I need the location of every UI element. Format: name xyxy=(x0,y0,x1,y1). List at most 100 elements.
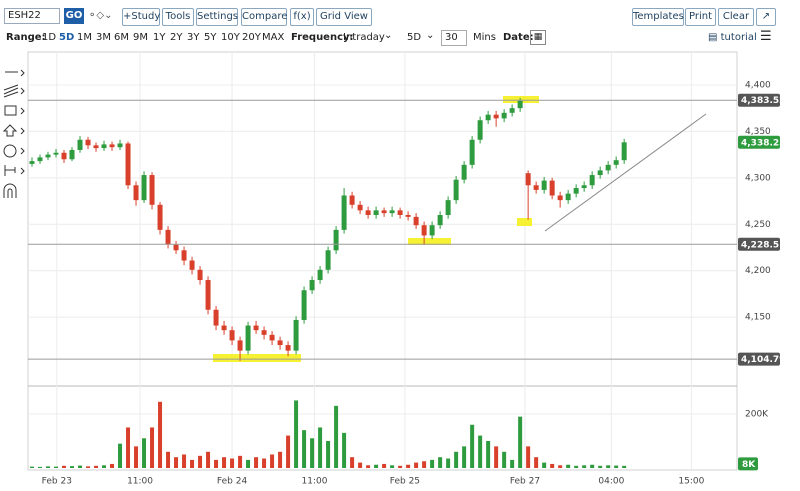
volume-bar xyxy=(158,401,163,468)
candle xyxy=(269,331,275,346)
price-level-tag xyxy=(738,237,780,251)
candle-body xyxy=(525,173,531,186)
candle xyxy=(141,171,147,203)
candle xyxy=(429,221,435,240)
candle-body xyxy=(29,161,35,164)
candle xyxy=(197,266,203,285)
candle xyxy=(29,157,35,167)
candle xyxy=(533,181,539,194)
range-option[interactable]: 1M xyxy=(77,32,92,43)
range-option[interactable]: MAX xyxy=(262,32,285,43)
interval-input[interactable]: 30 xyxy=(441,30,467,46)
toolbar-button[interactable]: Grid View xyxy=(316,8,372,26)
range-option[interactable]: 3M xyxy=(96,32,111,43)
candle xyxy=(397,207,403,219)
volume-bar xyxy=(366,465,371,468)
candle-body xyxy=(469,139,475,165)
tutorial-text[interactable]: tutorial xyxy=(720,32,757,43)
range-option[interactable]: 10Y xyxy=(221,32,240,43)
candle xyxy=(341,188,347,234)
period-select[interactable]: 5D xyxy=(407,32,422,43)
range-option[interactable]: 3Y xyxy=(187,32,200,43)
range-option[interactable]: 1Y xyxy=(153,32,166,43)
candle-body xyxy=(53,152,59,155)
candle-body xyxy=(413,216,419,226)
candle xyxy=(525,170,531,220)
volume-bar xyxy=(150,427,155,468)
range-option[interactable]: 2Y xyxy=(170,32,183,43)
volume-bar xyxy=(390,465,395,468)
candle-body xyxy=(165,229,171,245)
candle xyxy=(461,161,467,184)
candle xyxy=(597,166,603,179)
toolbar-button[interactable]: Tools xyxy=(162,8,194,26)
candle-body xyxy=(253,325,259,331)
volume-bar xyxy=(238,455,243,468)
y-tick-label: 4,250 xyxy=(745,220,771,230)
range-option[interactable]: 20Y xyxy=(242,32,261,43)
y-tick-label: 4,400 xyxy=(745,80,771,90)
volume-bar xyxy=(86,466,91,468)
volume-bar xyxy=(174,457,179,468)
annotations xyxy=(213,96,707,362)
x-tick-label: 11:00 xyxy=(127,477,153,487)
candle xyxy=(93,142,99,152)
range-option[interactable]: 6M xyxy=(114,32,129,43)
candle xyxy=(261,326,267,340)
tutorial-link[interactable]: ▤ tutorial xyxy=(708,32,757,43)
volume-bar xyxy=(518,416,523,468)
candle xyxy=(373,206,379,219)
symbol-menu-icon[interactable]: ⚬◇⌄ xyxy=(88,10,113,21)
volume-bar xyxy=(206,451,211,468)
toolbar-button[interactable]: Print xyxy=(685,8,716,26)
volume-bar xyxy=(246,459,251,468)
highlight xyxy=(213,354,301,362)
range-option[interactable]: 5D xyxy=(59,32,75,43)
volume-bar xyxy=(230,458,235,468)
tool-icon xyxy=(3,183,17,198)
range-option[interactable]: 9M xyxy=(133,32,148,43)
last-price-label: 4,338.25 xyxy=(741,138,785,148)
volume-bar xyxy=(270,454,275,468)
go-button[interactable]: GO xyxy=(64,8,84,24)
candle-body xyxy=(349,195,355,205)
expand-button[interactable]: ↗ xyxy=(756,8,776,26)
volume-bar xyxy=(342,432,347,468)
candle xyxy=(205,276,211,315)
candle xyxy=(613,156,619,169)
candle xyxy=(125,141,131,189)
range-option[interactable]: 1D xyxy=(42,32,57,43)
candle xyxy=(101,140,107,151)
volume-bar xyxy=(110,463,115,468)
plot-frame xyxy=(27,51,738,471)
toolbar-button[interactable]: f(x) xyxy=(290,8,314,26)
x-tick-label: 15:00 xyxy=(678,477,704,487)
volume-bar xyxy=(222,457,227,468)
candle-body xyxy=(309,280,315,291)
candle-body xyxy=(213,309,219,326)
toolbar-button[interactable]: Templates xyxy=(632,8,684,26)
symbol-input[interactable]: ESH22 xyxy=(4,8,60,24)
candle xyxy=(157,201,163,235)
volume-bar xyxy=(70,466,75,468)
toolbar-button[interactable]: Compare xyxy=(241,8,287,26)
candle-body xyxy=(133,185,139,201)
candle xyxy=(325,246,331,274)
candle xyxy=(285,341,291,357)
frequency-select[interactable]: Intraday xyxy=(343,32,385,43)
volume-bar xyxy=(534,457,539,468)
toolbar-button[interactable]: +Study xyxy=(122,8,160,26)
toolbar-button[interactable]: Settings xyxy=(196,8,238,26)
toolbar-button[interactable]: Clear xyxy=(718,8,754,26)
range-option[interactable]: 5Y xyxy=(204,32,217,43)
volume-bar xyxy=(334,405,339,468)
candle-body xyxy=(421,225,427,236)
calendar-button[interactable]: ▦ xyxy=(530,30,546,45)
candle-body xyxy=(77,139,83,150)
volume-bar xyxy=(486,440,491,468)
menu-button[interactable]: ☰ xyxy=(760,29,772,44)
candle-body xyxy=(597,170,603,176)
price-level-tag xyxy=(738,93,780,107)
candle-body xyxy=(117,143,123,148)
